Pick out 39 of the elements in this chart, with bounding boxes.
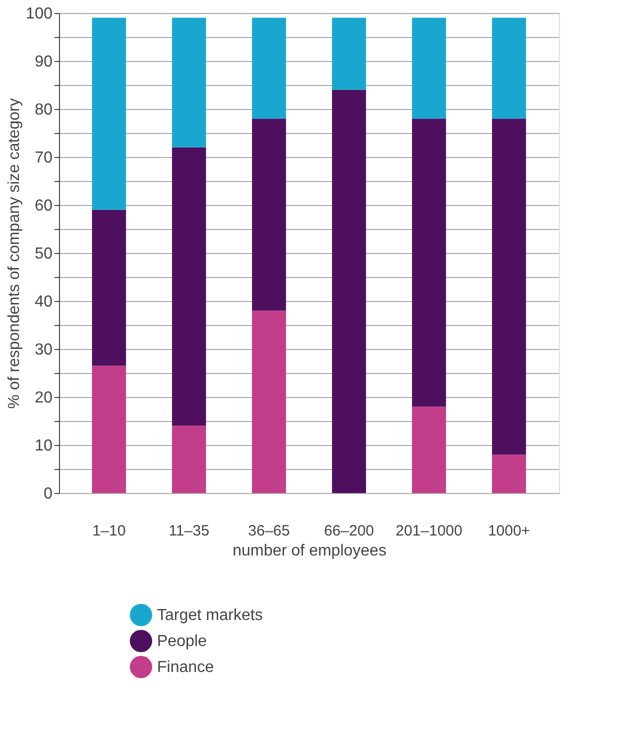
bar (492, 118, 526, 455)
bar (332, 18, 366, 90)
y-tick-label: 0 (44, 486, 53, 502)
y-tick-label: 30 (34, 342, 53, 358)
bar (172, 147, 206, 426)
legend-label: People (157, 633, 207, 650)
x-tick-label: 1000+ (488, 522, 530, 540)
x-axis-title: number of employees (232, 542, 386, 560)
y-tick-label: 80 (34, 102, 53, 118)
bar (172, 18, 206, 148)
bar (92, 18, 126, 210)
legend-label: Target markets (157, 607, 263, 624)
bar (492, 18, 526, 119)
bar (332, 90, 366, 493)
bar (92, 366, 126, 493)
y-tick-label: 60 (34, 198, 53, 214)
y-tick-label: 40 (34, 294, 53, 310)
y-tick-label: 100 (26, 6, 53, 22)
bar (412, 18, 446, 119)
y-tick-label: 20 (34, 390, 53, 406)
y-tick-label: 90 (34, 54, 53, 70)
x-tick-label: 1–10 (92, 522, 126, 540)
bar (492, 454, 526, 493)
bar (252, 310, 286, 493)
y-axis-title: % of respondents of company size category (6, 98, 23, 409)
legend-label: Finance (157, 659, 214, 676)
y-tick-label: 70 (34, 150, 53, 166)
x-tick-label: 36–65 (248, 522, 290, 540)
bar (412, 406, 446, 493)
x-tick-label: 11–35 (168, 522, 210, 540)
bar (252, 118, 286, 311)
x-tick-label: 201–1000 (396, 522, 462, 540)
bar (252, 18, 286, 119)
bar (412, 118, 446, 407)
bar (172, 426, 206, 493)
bar (92, 210, 126, 366)
x-tick-label: 66–200 (324, 522, 374, 540)
y-tick-label: 50 (34, 246, 53, 262)
y-tick-label: 10 (34, 438, 53, 454)
